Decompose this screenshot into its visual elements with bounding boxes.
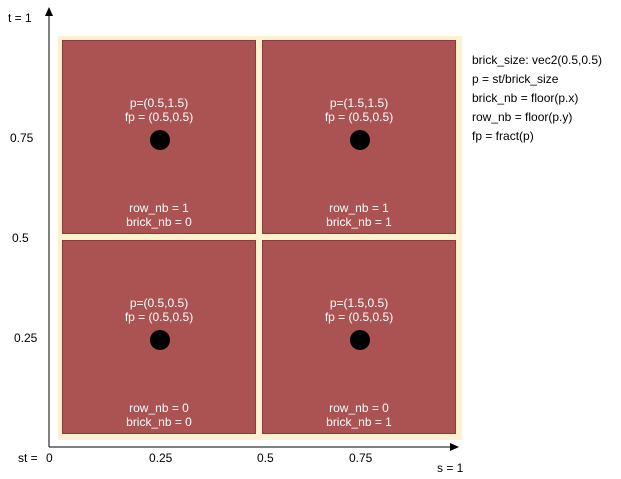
y-tick-05: 0.5 [12, 231, 29, 245]
brick-cell-row1-brick0: p=(0.5,1.5) fp = (0.5,0.5) row_nb = 1 br… [62, 40, 256, 234]
fp-formula-note: fp = fract(p) [472, 129, 534, 143]
x-tick-05: 0.5 [257, 451, 274, 465]
brick-size-note: brick_size: vec2(0.5,0.5) [472, 53, 603, 67]
p-value: p=(0.5,0.5) [129, 296, 189, 310]
fp-value: fp = (0.5,0.5) [124, 110, 194, 124]
brick-nb-formula-note: brick_nb = floor(p.x) [472, 91, 579, 105]
x-tick-0: 0 [46, 451, 53, 465]
y-tick-025: 0.25 [14, 331, 38, 345]
x-tick-025: 0.25 [149, 451, 173, 465]
brick-nb-value: brick_nb = 1 [326, 415, 392, 429]
p-formula-note: p = st/brick_size [472, 72, 559, 86]
row-nb-value: row_nb = 1 [329, 201, 389, 215]
formula-notes: brick_size: vec2(0.5,0.5) p = st/brick_s… [472, 51, 602, 146]
brick-nb-value: brick_nb = 0 [126, 415, 192, 429]
brick-nb-value: brick_nb = 0 [126, 215, 192, 229]
fp-value: fp = (0.5,0.5) [324, 110, 394, 124]
p-value: p=(0.5,1.5) [129, 96, 189, 110]
y-tick-075: 0.75 [10, 131, 34, 145]
p-value: p=(1.5,0.5) [329, 296, 389, 310]
brick-cell-row0-brick0: p=(0.5,0.5) fp = (0.5,0.5) row_nb = 0 br… [62, 240, 256, 434]
row-nb-value: row_nb = 0 [329, 401, 389, 415]
s-axis-label: s = 1 [437, 461, 464, 475]
t-axis-label: t = 1 [8, 11, 32, 25]
x-tick-075: 0.75 [349, 451, 373, 465]
brick-nb-value: brick_nb = 1 [326, 215, 392, 229]
center-dot [150, 330, 170, 350]
center-dot [150, 130, 170, 150]
brick-cell-row0-brick1: p=(1.5,0.5) fp = (0.5,0.5) row_nb = 0 br… [262, 240, 456, 434]
center-dot [350, 330, 370, 350]
fp-value: fp = (0.5,0.5) [124, 310, 194, 324]
row-nb-value: row_nb = 1 [129, 201, 189, 215]
row-nb-formula-note: row_nb = floor(p.y) [472, 110, 573, 124]
center-dot [350, 130, 370, 150]
fp-value: fp = (0.5,0.5) [324, 310, 394, 324]
brick-cell-row1-brick1: p=(1.5,1.5) fp = (0.5,0.5) row_nb = 1 br… [262, 40, 456, 234]
row-nb-value: row_nb = 0 [129, 401, 189, 415]
st-origin-label: st = [18, 451, 38, 465]
p-value: p=(1.5,1.5) [329, 96, 389, 110]
